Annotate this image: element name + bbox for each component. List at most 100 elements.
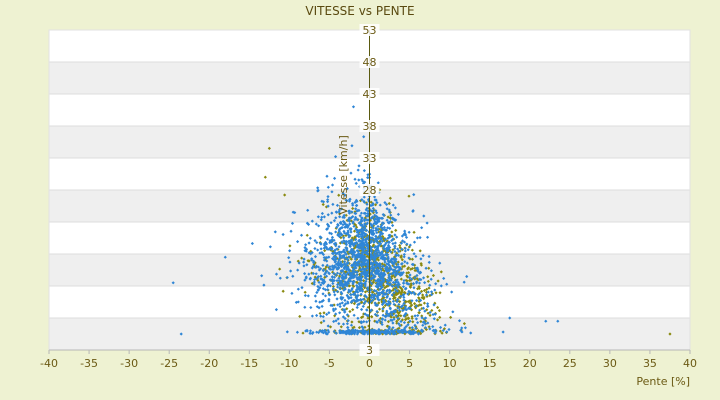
data-point bbox=[407, 194, 411, 198]
y-axis-label: Vitesse [km/h] bbox=[337, 135, 350, 215]
data-point bbox=[463, 326, 468, 330]
data-point bbox=[299, 233, 304, 237]
data-point bbox=[417, 281, 422, 285]
data-point bbox=[387, 210, 392, 214]
data-point bbox=[366, 237, 370, 241]
data-point bbox=[382, 269, 387, 273]
data-point bbox=[370, 264, 374, 269]
data-point bbox=[339, 279, 343, 283]
data-point bbox=[354, 280, 359, 284]
data-point bbox=[362, 286, 367, 290]
data-point bbox=[357, 287, 361, 291]
data-point bbox=[357, 246, 361, 250]
data-point bbox=[290, 291, 294, 295]
data-point bbox=[325, 237, 330, 241]
data-point bbox=[361, 224, 365, 229]
data-point bbox=[416, 293, 420, 297]
data-point bbox=[393, 309, 398, 313]
data-point bbox=[342, 304, 346, 308]
data-point bbox=[346, 301, 350, 305]
data-point bbox=[369, 230, 373, 235]
data-point bbox=[418, 298, 423, 302]
data-point bbox=[278, 267, 282, 271]
data-point bbox=[331, 278, 335, 282]
data-point bbox=[366, 197, 371, 202]
data-point bbox=[442, 327, 447, 331]
data-point bbox=[391, 248, 395, 252]
data-point bbox=[408, 305, 412, 309]
data-point bbox=[362, 281, 366, 286]
data-point bbox=[450, 290, 454, 294]
data-point bbox=[411, 262, 415, 267]
data-point bbox=[390, 276, 394, 281]
data-point bbox=[325, 269, 329, 273]
data-point bbox=[382, 272, 386, 276]
data-point bbox=[358, 214, 362, 218]
data-point bbox=[336, 223, 340, 227]
data-point bbox=[425, 235, 430, 239]
data-point-outlier bbox=[668, 332, 672, 336]
data-point bbox=[434, 291, 438, 295]
data-point bbox=[303, 278, 307, 282]
data-point bbox=[331, 281, 335, 286]
data-point bbox=[374, 226, 378, 230]
data-point bbox=[359, 276, 364, 280]
data-point bbox=[426, 304, 430, 308]
data-point bbox=[325, 263, 329, 267]
data-point bbox=[349, 241, 353, 245]
data-point bbox=[389, 250, 393, 254]
data-point bbox=[369, 248, 373, 252]
data-point bbox=[391, 329, 395, 333]
data-point bbox=[326, 213, 330, 217]
data-point bbox=[347, 219, 352, 223]
data-point bbox=[351, 280, 355, 284]
data-point bbox=[380, 290, 384, 294]
data-point bbox=[336, 233, 340, 237]
data-point bbox=[308, 277, 312, 281]
data-point bbox=[407, 276, 412, 280]
data-point bbox=[386, 320, 391, 324]
data-point bbox=[439, 270, 443, 274]
data-point bbox=[335, 251, 339, 255]
data-point bbox=[410, 266, 415, 271]
data-point bbox=[416, 287, 420, 291]
data-point bbox=[364, 232, 368, 236]
data-point bbox=[382, 225, 386, 230]
data-point bbox=[341, 285, 345, 289]
data-point bbox=[349, 219, 353, 223]
data-point bbox=[408, 331, 412, 335]
data-point bbox=[391, 321, 395, 325]
data-point bbox=[331, 307, 336, 311]
data-point bbox=[388, 331, 392, 335]
data-point bbox=[338, 227, 342, 231]
data-point bbox=[406, 275, 410, 279]
data-point bbox=[411, 320, 415, 324]
data-point bbox=[441, 328, 445, 333]
data-point bbox=[381, 296, 385, 300]
data-point bbox=[376, 292, 380, 296]
data-point bbox=[393, 303, 397, 307]
data-point bbox=[392, 302, 396, 306]
data-point bbox=[412, 302, 417, 306]
data-point bbox=[391, 223, 395, 228]
data-point bbox=[383, 237, 388, 242]
data-point bbox=[409, 267, 413, 271]
data-point bbox=[369, 266, 373, 271]
data-point bbox=[346, 325, 350, 330]
data-point bbox=[342, 250, 346, 254]
data-point bbox=[366, 316, 370, 320]
data-point bbox=[381, 309, 385, 313]
data-point bbox=[390, 220, 394, 224]
data-point bbox=[303, 290, 307, 294]
data-point bbox=[325, 227, 330, 231]
data-point bbox=[315, 240, 319, 245]
data-point bbox=[382, 301, 386, 305]
data-point bbox=[342, 231, 347, 235]
data-point bbox=[316, 186, 320, 190]
data-point bbox=[353, 270, 357, 274]
data-point bbox=[389, 213, 393, 217]
data-point bbox=[396, 285, 400, 289]
data-point bbox=[353, 236, 358, 240]
data-point bbox=[386, 255, 390, 259]
data-point bbox=[381, 313, 385, 317]
